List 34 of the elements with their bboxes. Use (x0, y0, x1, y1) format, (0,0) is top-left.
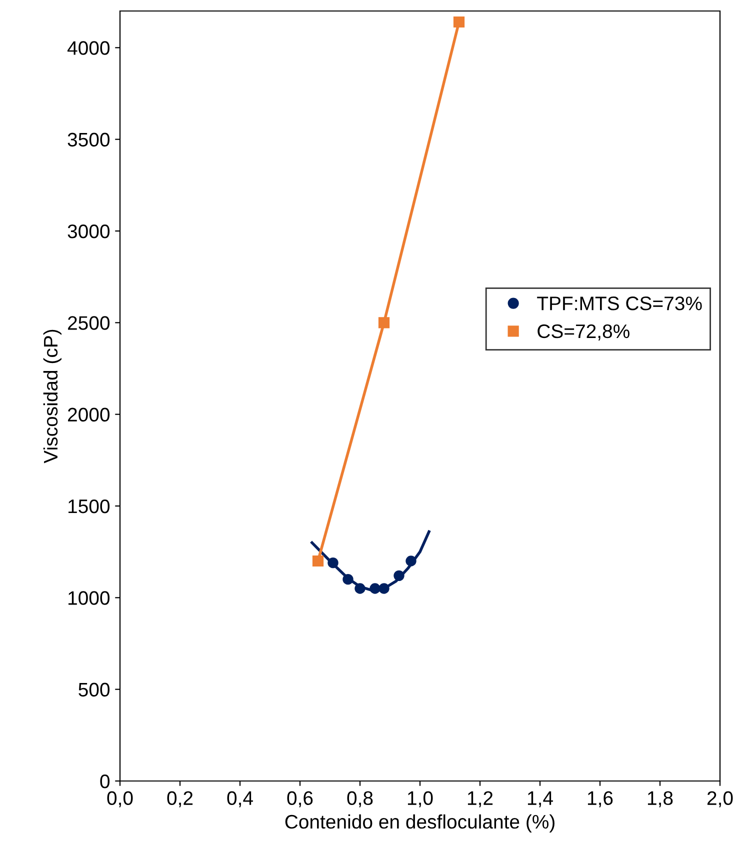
legend-label: TPF:MTS CS=73% (537, 296, 702, 310)
x-tick-label: 0,0 (107, 791, 133, 808)
legend-label: CS=72,8% (538, 324, 630, 340)
y-tick-label: 3500 (68, 132, 110, 147)
point (354, 583, 366, 594)
x-tick-label: 0,8 (347, 791, 373, 808)
point (394, 570, 404, 582)
y-tick-label: 500 (78, 682, 110, 697)
y-tick-label: 2500 (68, 316, 110, 330)
x-tick-label: 2,0 (707, 791, 733, 808)
x-axis-title: Contenido en desfloculante (%) (285, 814, 554, 833)
point (342, 574, 354, 585)
y-tick-label: 1000 (68, 591, 110, 605)
point (378, 317, 390, 328)
y-tick-label: 0 (100, 774, 110, 788)
x-tick-label: 1,8 (648, 791, 673, 808)
y-axis-title: Viscosidad (cP) (43, 330, 62, 464)
x-tick-label: 1,2 (468, 791, 493, 808)
point (406, 556, 416, 566)
y-tick-label: 1500 (68, 499, 110, 514)
y-tick-label: 3000 (68, 224, 110, 238)
y-tick-label: 4000 (67, 41, 110, 55)
point (312, 555, 324, 567)
x-tick-label: 0,2 (167, 791, 193, 808)
y-tick-label: 2000 (68, 408, 110, 422)
x-tick-label: 1,6 (588, 791, 613, 808)
x-tick-label: 0,4 (227, 791, 253, 808)
point (328, 557, 338, 568)
x-tick-label: 0,6 (287, 791, 313, 808)
point (453, 16, 465, 28)
point (378, 583, 390, 594)
x-tick-label: 1,0 (408, 791, 433, 808)
x-tick-label: 1,4 (528, 791, 553, 808)
point (370, 583, 380, 594)
